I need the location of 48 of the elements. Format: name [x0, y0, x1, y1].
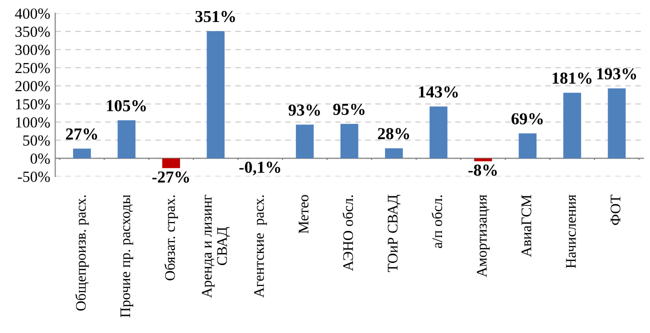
data-label: -27%: [152, 171, 189, 183]
data-label: 69%: [512, 113, 543, 124]
x-tick-label: Прочие пр. расходы: [120, 194, 134, 318]
data-label: 105%: [107, 100, 146, 112]
y-tick-label: 300%: [15, 44, 50, 56]
data-label: 28%: [378, 128, 410, 140]
data-label: -0,1%: [239, 162, 280, 176]
x-tick-label: АвиаГСМ: [521, 194, 532, 257]
x-tick-label: Общепроизв. расх.: [75, 195, 89, 311]
bar: [385, 148, 403, 158]
bar: [73, 148, 91, 158]
y-tick-label: 350%: [15, 26, 50, 37]
x-tick-label: Обязат. страх.: [164, 195, 178, 280]
bar: [474, 158, 492, 162]
bar: [162, 158, 180, 168]
bar: [340, 124, 358, 158]
x-tick-label: Метео: [298, 195, 308, 234]
x-tick-label: Аренда и лизинг СВАД: [202, 194, 230, 298]
y-tick-label: 250%: [15, 62, 50, 74]
y-tick-label: 150%: [16, 99, 50, 110]
y-tick-label: 400%: [15, 8, 50, 19]
x-tick-label: Амортизация: [476, 194, 490, 278]
bar: [608, 88, 626, 158]
data-label: 193%: [597, 68, 636, 80]
data-label: 27%: [66, 128, 98, 140]
x-tick-label: АЭНО обсл.: [342, 195, 354, 271]
bar: [296, 124, 314, 158]
y-tick-label: 0%: [30, 154, 50, 164]
x-tick-label: а/п обсл.: [432, 195, 442, 248]
data-label: 95%: [333, 104, 364, 116]
data-label: 181%: [552, 72, 592, 84]
bar: [206, 31, 225, 158]
bar: [563, 92, 582, 158]
x-tick-label: ТОиР СВАД: [388, 194, 401, 272]
y-tick-label: -50%: [18, 172, 50, 182]
data-label: 93%: [288, 104, 320, 116]
data-label: -8%: [468, 164, 497, 176]
bar: [430, 106, 448, 158]
y-tick-label: 200%: [15, 80, 50, 92]
bar: [118, 120, 136, 158]
y-tick-label: 50%: [23, 135, 50, 146]
bar: [518, 133, 537, 158]
data-label: 143%: [419, 86, 458, 98]
data-label: 351%: [195, 10, 235, 22]
x-tick-label: Агентские расх.: [254, 195, 267, 298]
y-tick-label: 100%: [16, 117, 50, 128]
x-tick-label: Начисления: [566, 194, 576, 268]
x-tick-label: ФОТ: [610, 194, 620, 226]
